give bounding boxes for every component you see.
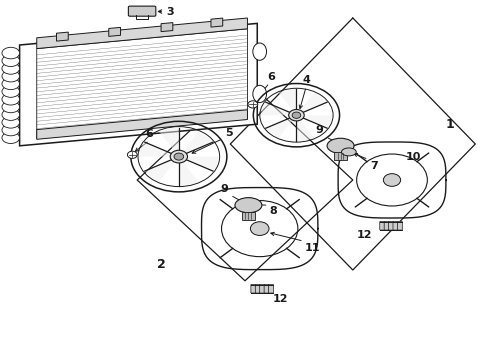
Ellipse shape <box>2 124 20 136</box>
Text: 9: 9 <box>220 184 228 194</box>
Ellipse shape <box>2 78 20 90</box>
Ellipse shape <box>2 71 20 82</box>
Polygon shape <box>296 115 314 141</box>
Polygon shape <box>266 115 296 138</box>
Text: 12: 12 <box>357 230 372 240</box>
Ellipse shape <box>2 47 20 59</box>
Polygon shape <box>279 89 296 115</box>
Text: 3: 3 <box>167 6 174 17</box>
Ellipse shape <box>253 85 267 103</box>
Polygon shape <box>145 157 179 182</box>
Polygon shape <box>296 115 332 128</box>
FancyBboxPatch shape <box>255 284 260 293</box>
Text: 5: 5 <box>225 127 233 138</box>
FancyBboxPatch shape <box>260 284 265 293</box>
FancyBboxPatch shape <box>251 284 256 293</box>
Ellipse shape <box>235 198 262 213</box>
FancyBboxPatch shape <box>393 221 398 230</box>
Circle shape <box>127 151 137 158</box>
FancyBboxPatch shape <box>380 221 385 230</box>
FancyBboxPatch shape <box>264 284 269 293</box>
Text: 11: 11 <box>305 243 320 253</box>
Text: 7: 7 <box>370 161 378 171</box>
Polygon shape <box>20 23 257 146</box>
Polygon shape <box>37 110 247 139</box>
Ellipse shape <box>2 117 20 128</box>
Ellipse shape <box>2 63 20 74</box>
Circle shape <box>174 153 184 160</box>
Polygon shape <box>211 18 223 27</box>
Polygon shape <box>159 128 179 157</box>
Ellipse shape <box>2 55 20 67</box>
Ellipse shape <box>2 94 20 105</box>
FancyBboxPatch shape <box>397 221 402 230</box>
Text: 1: 1 <box>446 118 455 131</box>
Text: 10: 10 <box>406 152 421 162</box>
Text: 9: 9 <box>316 125 323 135</box>
Ellipse shape <box>2 86 20 97</box>
Text: 2: 2 <box>157 258 166 271</box>
Ellipse shape <box>2 109 20 120</box>
Circle shape <box>289 109 304 121</box>
Ellipse shape <box>2 132 20 144</box>
FancyBboxPatch shape <box>269 284 273 293</box>
Polygon shape <box>140 142 179 157</box>
Polygon shape <box>179 131 213 157</box>
Ellipse shape <box>253 43 267 60</box>
Text: 8: 8 <box>270 206 277 216</box>
Text: 6: 6 <box>146 129 153 139</box>
Text: 6: 6 <box>267 72 275 82</box>
Circle shape <box>248 101 258 108</box>
Polygon shape <box>296 93 327 115</box>
Circle shape <box>170 150 188 163</box>
Polygon shape <box>179 157 198 185</box>
Polygon shape <box>109 27 121 36</box>
Polygon shape <box>37 18 247 49</box>
Ellipse shape <box>327 138 354 153</box>
FancyBboxPatch shape <box>242 212 255 220</box>
Text: 12: 12 <box>272 294 288 304</box>
Ellipse shape <box>2 101 20 113</box>
Ellipse shape <box>342 148 356 156</box>
Circle shape <box>250 222 269 235</box>
Polygon shape <box>56 32 68 41</box>
FancyBboxPatch shape <box>384 221 389 230</box>
FancyBboxPatch shape <box>334 152 347 160</box>
Polygon shape <box>161 23 173 32</box>
Circle shape <box>383 174 401 186</box>
Text: 4: 4 <box>302 75 310 85</box>
Circle shape <box>292 112 301 118</box>
FancyBboxPatch shape <box>128 6 156 16</box>
FancyBboxPatch shape <box>389 221 393 230</box>
Polygon shape <box>179 157 218 171</box>
Polygon shape <box>261 102 296 115</box>
